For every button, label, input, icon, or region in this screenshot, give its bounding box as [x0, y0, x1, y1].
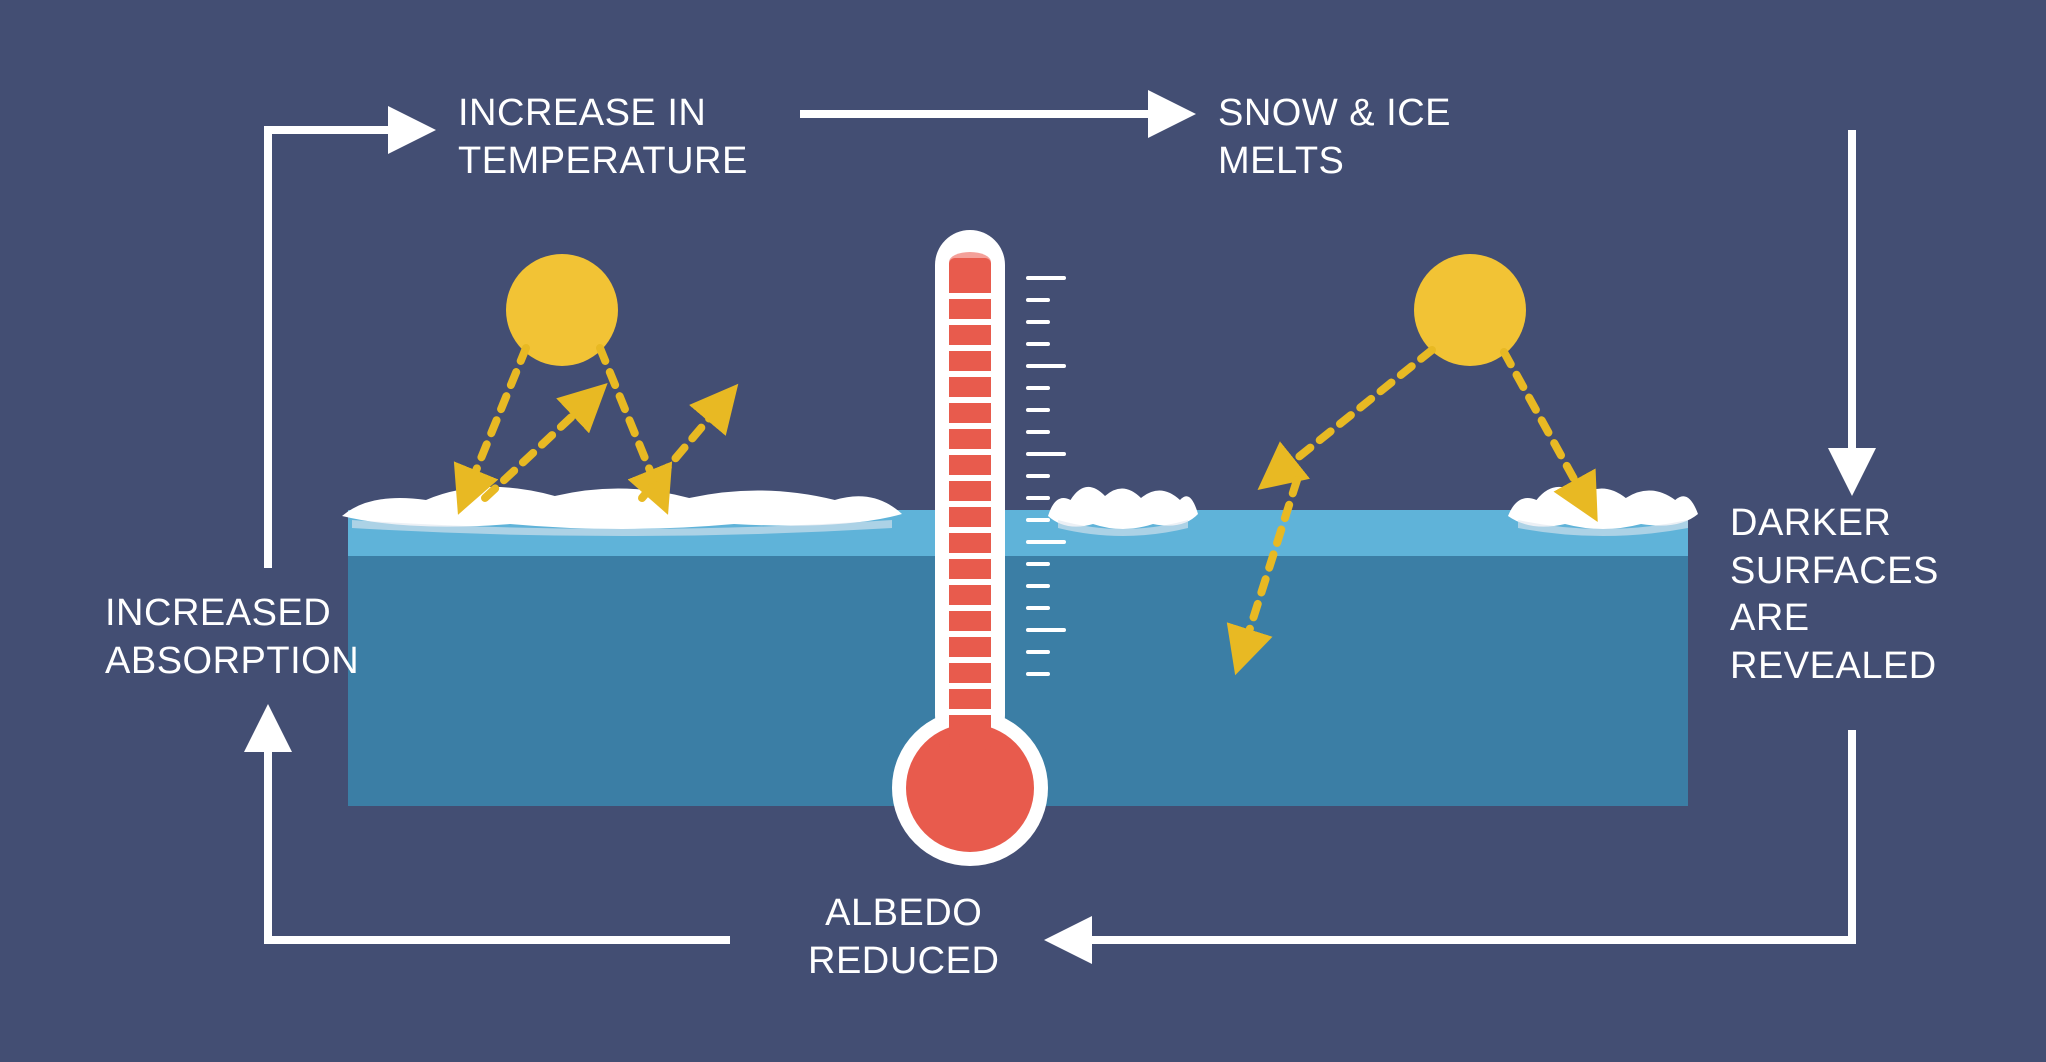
snow-patch-right: [1508, 487, 1698, 529]
label-increase_temp: INCREASE INTEMPERATURE: [458, 90, 748, 185]
label-albedo_reduced: ALBEDOREDUCED: [808, 890, 999, 985]
label-increased_absorption: INCREASEDABSORPTION: [105, 590, 359, 685]
diagram-canvas: INCREASE INTEMPERATURE SNOW & ICEMELTS DAR…: [0, 0, 2046, 1062]
snow-patch-left: [342, 487, 902, 529]
sun-left-ray-0: [464, 348, 526, 500]
snow-patch-mid: [1048, 487, 1198, 529]
sun-left-ray-2: [600, 348, 662, 500]
sun-right-ray-0: [1270, 350, 1432, 480]
label-darker_surfaces: DARKERSURFACESAREREVEALED: [1730, 500, 1939, 690]
sun-right-ray-2: [1504, 352, 1590, 508]
label-snow_melts: SNOW & ICEMELTS: [1218, 90, 1451, 185]
